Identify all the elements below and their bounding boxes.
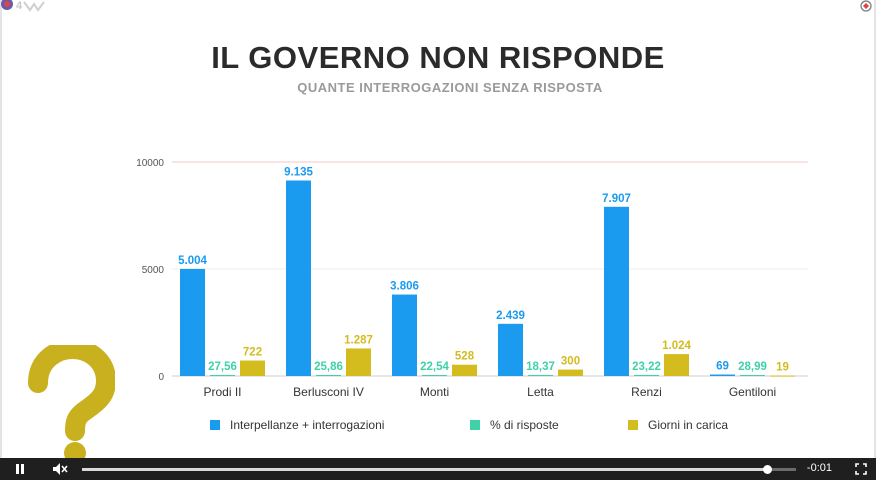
y-tick-label: 5000 — [142, 265, 165, 276]
legend-label: Giorni in carica — [648, 418, 728, 432]
bar — [770, 375, 795, 377]
channel-logo-icon: 4 — [1, 0, 45, 12]
bar — [240, 360, 265, 376]
progress-fill — [82, 468, 768, 471]
bar — [664, 354, 689, 376]
video-frame — [0, 0, 876, 458]
data-label: 23,22 — [632, 361, 661, 373]
progress-handle[interactable] — [763, 465, 773, 474]
muted-speaker-icon — [53, 463, 68, 475]
data-label: 18,37 — [526, 361, 555, 373]
data-label: 2.439 — [496, 310, 525, 322]
bar — [392, 294, 417, 376]
data-label: 5.004 — [178, 255, 207, 267]
data-label: 19 — [776, 362, 789, 374]
y-tick-label: 0 — [158, 372, 164, 383]
video-controls-bar: -0:01 — [0, 458, 876, 480]
chart-subtitle: QUANTE INTERROGAZIONI SENZA RISPOSTA — [297, 80, 603, 95]
x-tick-label: Letta — [527, 385, 554, 399]
x-tick-label: Gentiloni — [729, 385, 776, 399]
legend-swatch — [628, 420, 638, 430]
data-label: 300 — [561, 356, 580, 368]
legend-swatch — [210, 420, 220, 430]
x-tick-label: Monti — [420, 385, 449, 399]
mute-button[interactable] — [48, 458, 72, 480]
svg-text:4: 4 — [16, 0, 23, 12]
legend-swatch — [470, 420, 480, 430]
data-label: 28,99 — [738, 361, 767, 373]
bar — [528, 375, 553, 376]
legend-label: % di risposte — [490, 418, 559, 432]
settings-badge-icon[interactable] — [860, 0, 872, 12]
legend-label: Interpellanze + interrogazioni — [230, 418, 384, 432]
data-label: 69 — [716, 361, 729, 373]
bar — [180, 268, 205, 376]
fullscreen-button[interactable] — [850, 458, 872, 480]
data-label: 1.287 — [344, 334, 373, 346]
data-label: 1.024 — [662, 340, 691, 352]
x-tick-label: Renzi — [631, 385, 662, 399]
x-tick-label: Prodi II — [203, 385, 241, 399]
bar — [316, 375, 341, 376]
progress-bar[interactable] — [82, 465, 796, 474]
data-label: 22,54 — [420, 361, 449, 373]
bar — [422, 375, 447, 376]
bar — [346, 348, 371, 376]
data-label: 9.135 — [284, 167, 313, 179]
question-mark-icon — [28, 345, 115, 464]
bar — [452, 364, 477, 376]
time-remaining: -0:01 — [806, 462, 832, 474]
bar — [210, 375, 235, 376]
bar — [634, 375, 659, 376]
bar — [710, 374, 735, 376]
bar — [498, 323, 523, 376]
data-label: 27,56 — [208, 361, 237, 373]
bar — [558, 369, 583, 376]
data-label: 25,86 — [314, 361, 343, 373]
pause-button[interactable] — [8, 458, 32, 480]
bar — [604, 206, 629, 376]
fullscreen-icon — [855, 463, 867, 475]
y-tick-label: 10000 — [136, 158, 164, 169]
data-label: 722 — [243, 347, 262, 359]
data-label: 7.907 — [602, 193, 631, 205]
bar-chart: 0 5000 10000 5.004 27,56 722 Prodi II 9.135 25,8… — [136, 158, 808, 432]
x-tick-label: Berlusconi IV — [293, 385, 364, 399]
bar — [740, 375, 765, 376]
data-label: 528 — [455, 351, 475, 363]
pause-icon — [16, 464, 24, 474]
bar — [286, 180, 311, 376]
data-label: 3.806 — [390, 281, 419, 293]
chart-title: IL GOVERNO NON RISPONDE — [211, 40, 665, 75]
